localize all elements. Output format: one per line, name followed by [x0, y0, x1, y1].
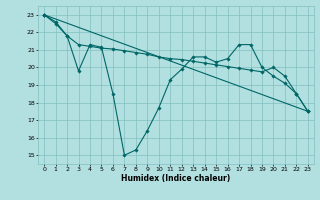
- X-axis label: Humidex (Indice chaleur): Humidex (Indice chaleur): [121, 174, 231, 183]
